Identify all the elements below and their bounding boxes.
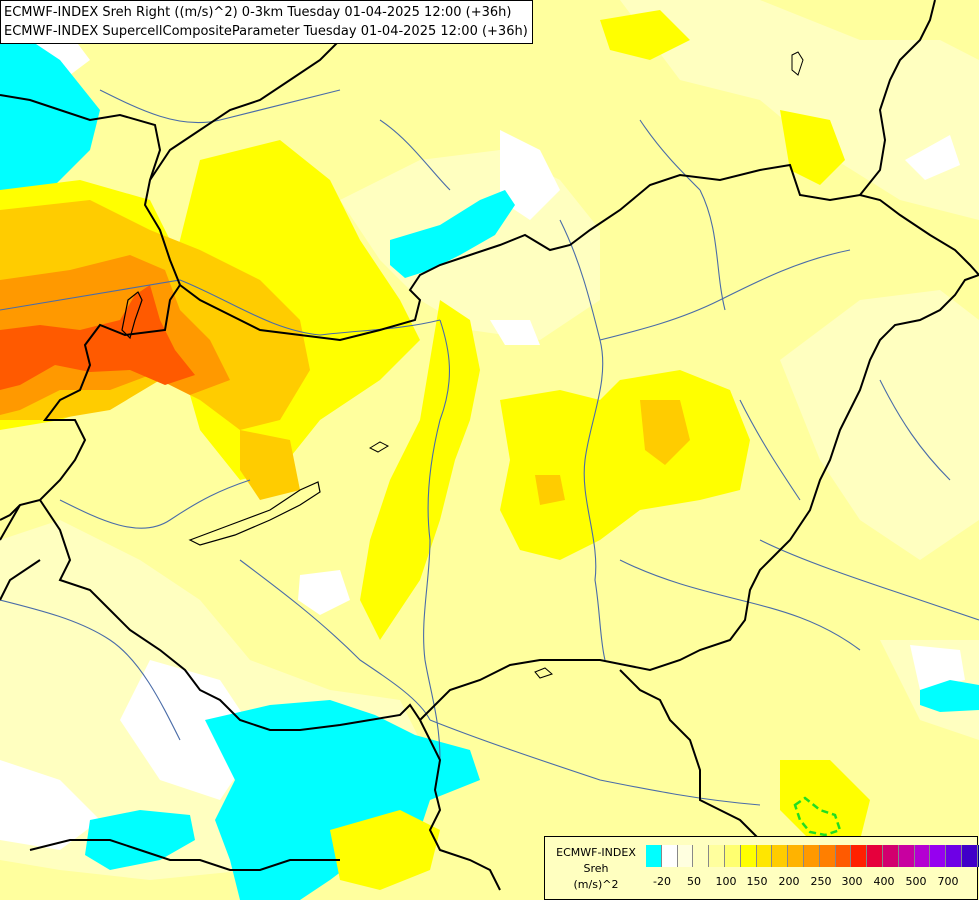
legend-description: ECMWF-INDEX Sreh (m/s)^2 xyxy=(548,845,644,893)
rivers xyxy=(0,89,979,806)
legend-tick-label: 50 xyxy=(687,875,701,888)
legend-swatch xyxy=(661,845,678,867)
sreh-field-red-orange xyxy=(0,285,195,390)
legend-swatch xyxy=(946,845,962,867)
lake-top-right xyxy=(791,51,804,76)
legend-swatch xyxy=(961,845,978,867)
legend-variable: Sreh xyxy=(583,862,609,875)
legend-tick-label: 400 xyxy=(873,875,895,888)
legend-swatches xyxy=(646,845,979,867)
legend-tick-label: 250 xyxy=(810,875,832,888)
legend-swatch xyxy=(788,845,804,867)
legend-tick-label: 150 xyxy=(746,875,768,888)
title-line-2: ECMWF-INDEX SupercellCompositeParameter … xyxy=(4,24,528,39)
lake-neusiedl xyxy=(121,291,143,340)
legend-swatch xyxy=(882,845,899,867)
legend-tick-label: 500 xyxy=(905,875,927,888)
title-line-1: ECMWF-INDEX Sreh Right ((m/s)^2) 0-3km T… xyxy=(4,5,512,20)
scp-contour xyxy=(793,796,842,837)
legend-swatch xyxy=(851,845,868,867)
legend-swatch xyxy=(724,845,741,867)
legend-ticks: -20 50 100 150 200 250 300 400 500 700 xyxy=(646,875,966,891)
legend-swatch xyxy=(772,845,789,867)
legend-swatch xyxy=(819,845,836,867)
legend-source: ECMWF-INDEX xyxy=(556,846,636,859)
map-title-box: ECMWF-INDEX Sreh Right ((m/s)^2) 0-3km T… xyxy=(0,0,533,44)
lake-small xyxy=(368,441,390,453)
legend-swatch xyxy=(693,845,710,867)
legend-swatch xyxy=(835,845,852,867)
legend-swatch xyxy=(977,845,979,867)
legend-swatch xyxy=(709,845,725,867)
legend-tick-label: -20 xyxy=(653,875,671,888)
legend-swatch xyxy=(646,845,662,867)
legend-swatch xyxy=(677,845,694,867)
legend-tick-label: 300 xyxy=(841,875,863,888)
legend-tick-label: 700 xyxy=(937,875,959,888)
legend-tick-label: 100 xyxy=(715,875,737,888)
color-legend: ECMWF-INDEX Sreh (m/s)^2 -20 50 100 150 200 2… xyxy=(544,836,979,900)
legend-swatch xyxy=(740,845,757,867)
legend-swatch xyxy=(867,845,883,867)
lake-small-2 xyxy=(534,667,553,679)
legend-unit: (m/s)^2 xyxy=(573,878,619,891)
legend-swatch xyxy=(930,845,947,867)
lake-balaton xyxy=(188,481,321,546)
legend-tick-label: 200 xyxy=(778,875,800,888)
legend-swatch xyxy=(914,845,931,867)
legend-swatch xyxy=(803,845,820,867)
legend-swatch xyxy=(898,845,915,867)
legend-swatch xyxy=(756,845,773,867)
